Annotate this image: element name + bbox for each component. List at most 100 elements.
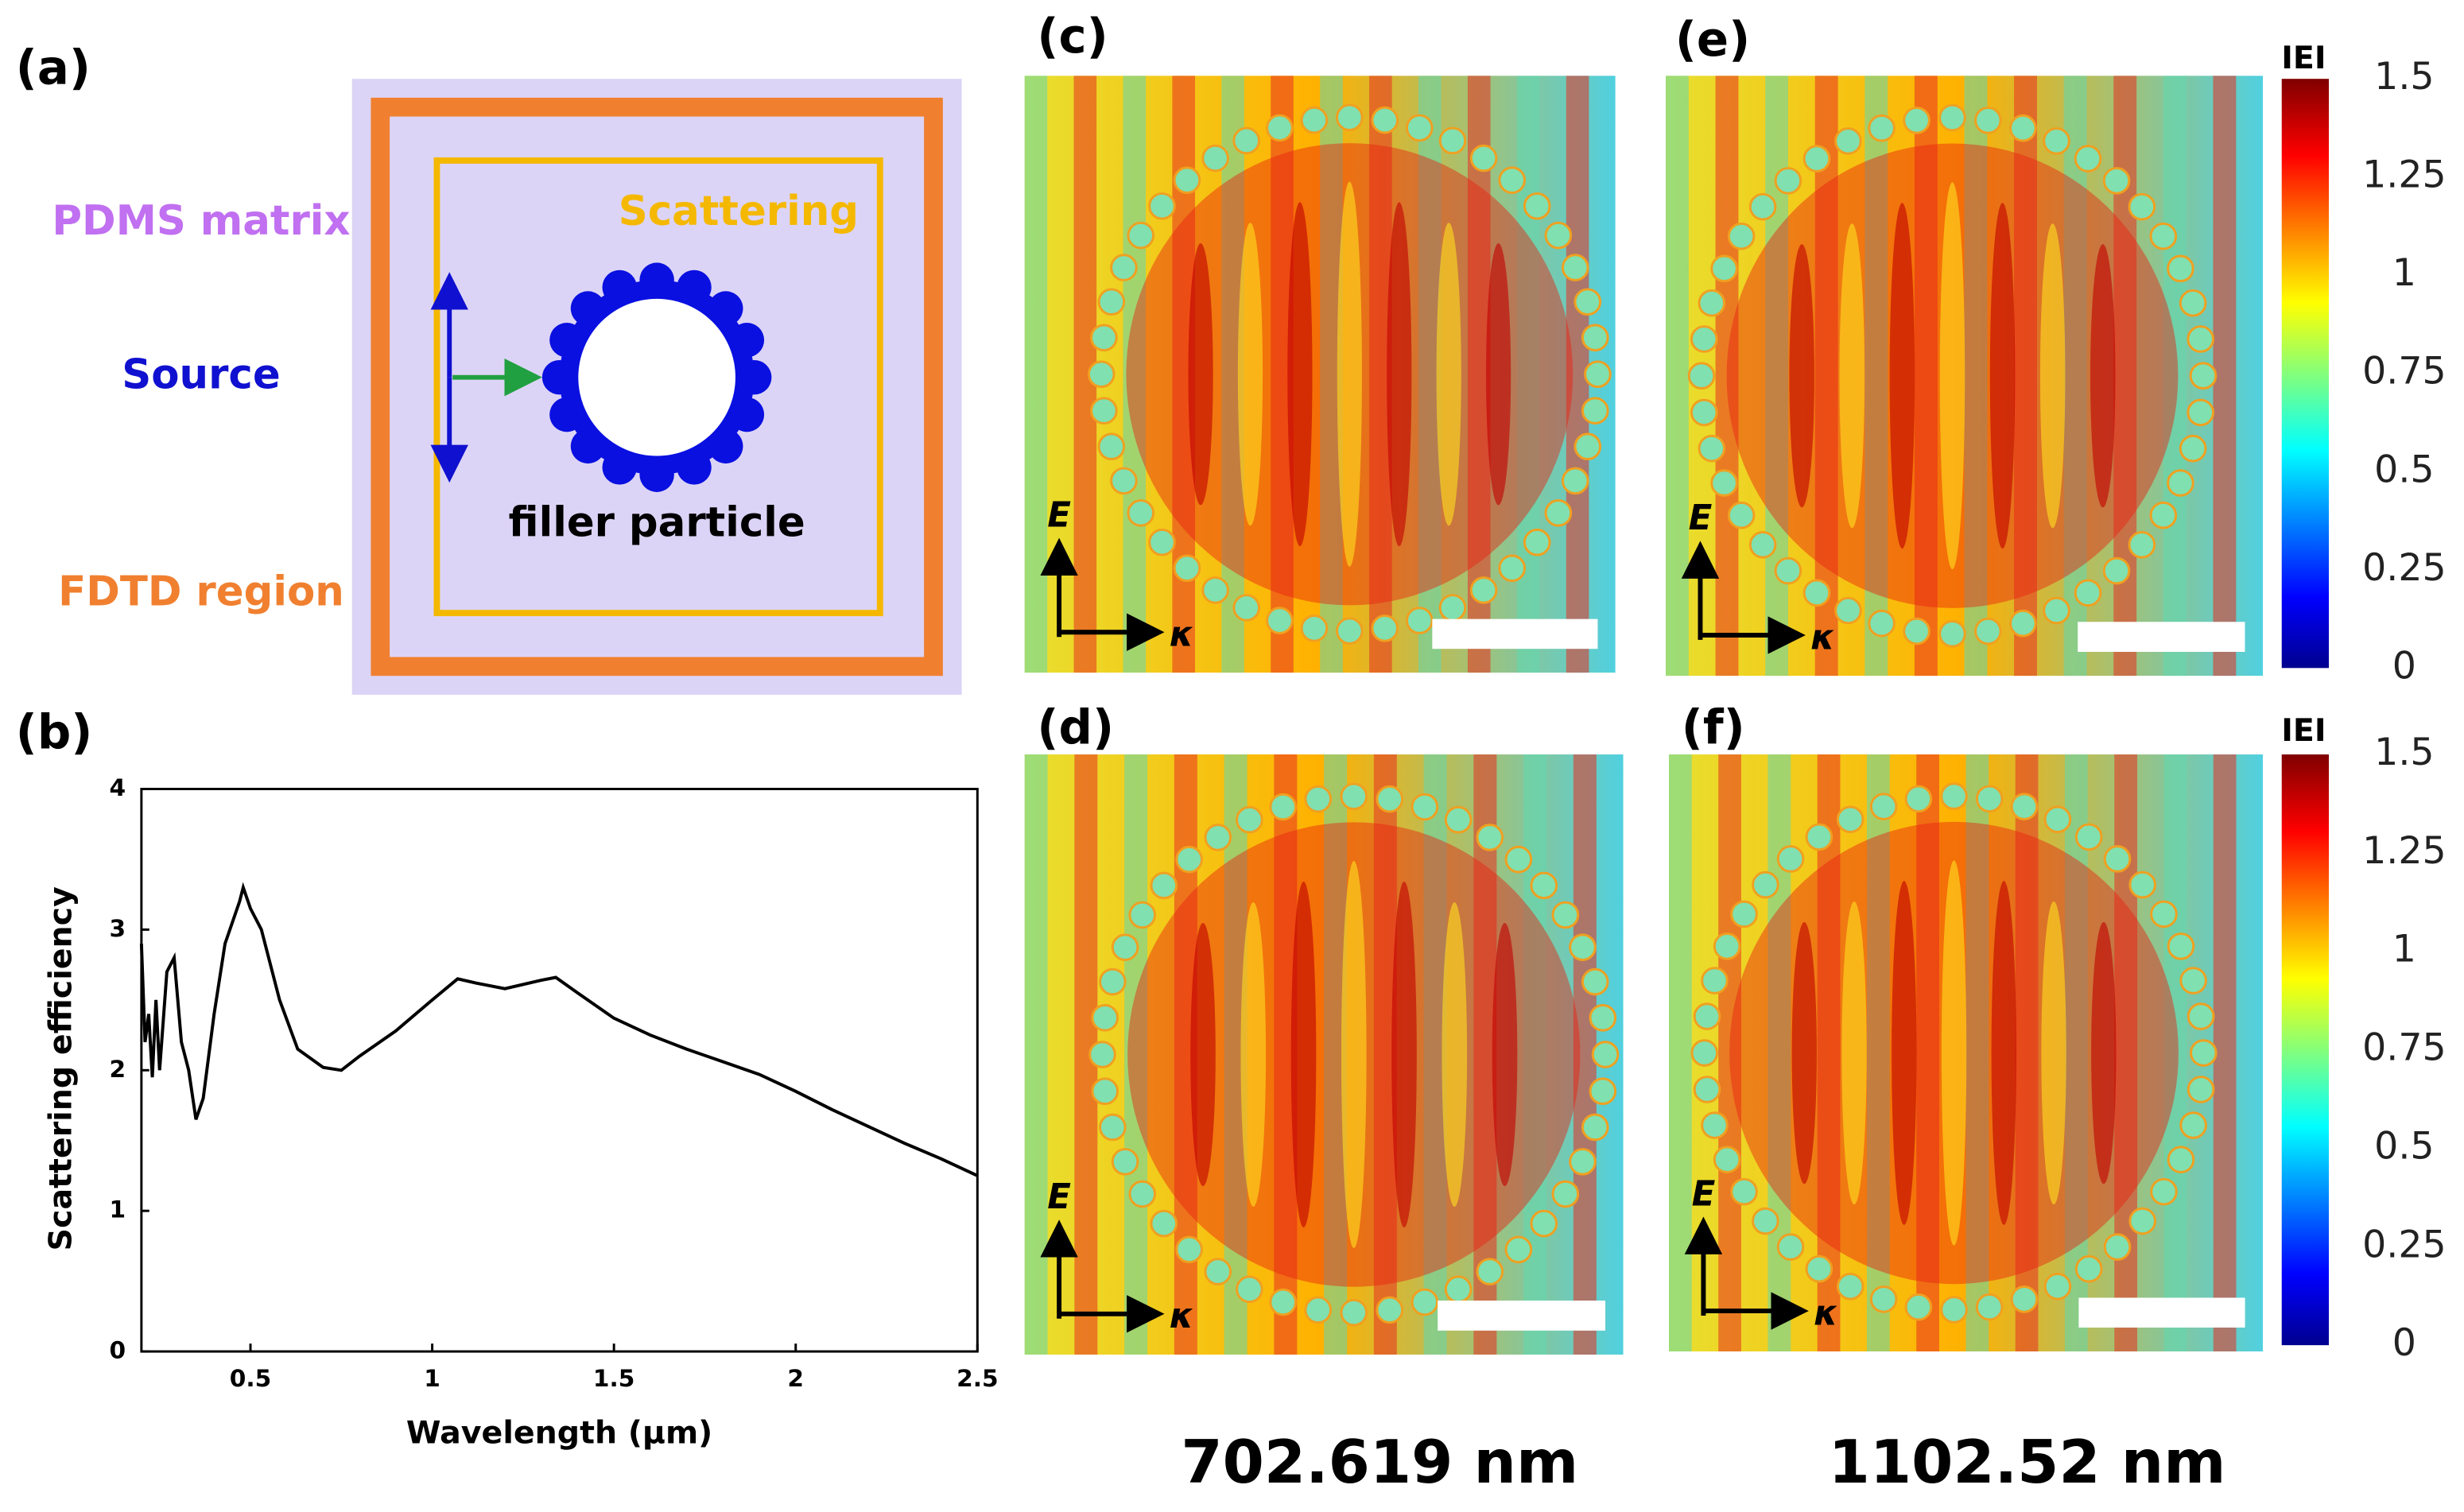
colorbar-tick-label: 0.25 [2362, 546, 2447, 590]
data-line [139, 882, 979, 1177]
colorbar-tick-label: 1.5 [2374, 55, 2434, 99]
field-fringe [1991, 881, 2016, 1225]
ring-dot [1834, 596, 1862, 625]
ring-dot [1371, 106, 1399, 134]
ring-dot [1090, 324, 1118, 352]
ring-dot [1752, 870, 1779, 899]
ring-dot [1371, 614, 1399, 642]
field-stripe [2063, 76, 2087, 677]
x-tick-label: 2 [787, 1364, 804, 1392]
colorbar-tick-label: 0 [2392, 1321, 2416, 1365]
ring-dot [1776, 845, 1805, 873]
ring-dot [1266, 607, 1294, 634]
ring-dot [1569, 1148, 1597, 1176]
filler-label: filler particle [509, 498, 805, 546]
ring-dot [1438, 126, 1467, 155]
e-label: E [1692, 1174, 1716, 1214]
fdtd-boundary [371, 97, 943, 677]
ring-dot [1150, 1209, 1178, 1238]
field-stripe [1615, 76, 1616, 673]
field-fringe [1290, 882, 1317, 1228]
ring-dot [1551, 901, 1580, 929]
ring-dot [1573, 288, 1602, 316]
y-axis-label: Scattering efficiency [43, 886, 80, 1251]
ring-dot [1940, 1296, 1968, 1324]
ring-dot [1523, 528, 1551, 556]
ring-dot [1904, 785, 1933, 813]
ring-dot [2009, 114, 2037, 142]
ring-dot [1869, 1285, 1898, 1313]
colorbar-tick-label: 0.5 [2374, 448, 2434, 491]
field-stripe [1914, 76, 1938, 677]
x-tick-label: 0.5 [230, 1364, 271, 1392]
ring-dot [1090, 397, 1118, 425]
scattering-label: Scattering [619, 188, 859, 235]
ring-dot [1573, 432, 1602, 461]
ring-dot [1802, 579, 1831, 607]
field-fringe [2039, 223, 2066, 529]
field-fringe [1436, 223, 1461, 526]
panel-label: (c) [1037, 9, 1108, 64]
ring-dot [2074, 1254, 2103, 1283]
field-fringe [1341, 861, 1367, 1248]
field-fringe [1237, 223, 1263, 526]
field-fringe [1841, 901, 1867, 1205]
field-map [1665, 76, 2264, 677]
particle-core [578, 298, 735, 456]
ring-dot [1836, 1273, 1864, 1301]
ring-dot [2150, 1177, 2178, 1206]
ring-dot [2102, 167, 2131, 195]
x-axis-label: Wavelength (μm) [406, 1414, 712, 1451]
ring-dot [1903, 617, 1930, 646]
ring-dot [1204, 1258, 1232, 1285]
y-tick-label: 4 [109, 773, 126, 801]
ring-dot [1232, 594, 1260, 622]
ring-dot [1581, 397, 1609, 425]
field-stripe [1024, 754, 1048, 1355]
field-fringe [1391, 882, 1417, 1228]
ring-dot [1561, 467, 1589, 495]
ring-dot [1304, 1296, 1333, 1324]
ring-dot [2043, 1273, 2072, 1301]
ring-dot [1111, 933, 1139, 961]
field-stripe [2064, 754, 2088, 1352]
ring-dot [1469, 144, 1498, 173]
colorbar-tick-label: 1.5 [2374, 731, 2434, 774]
ring-dot [2179, 967, 2207, 994]
field-stripe [1124, 754, 1148, 1355]
field-map [1024, 754, 1624, 1355]
field-fringe [1337, 181, 1362, 567]
colorbar [2281, 754, 2330, 1346]
ring-dot [1128, 901, 1157, 929]
ring-dot [1752, 1207, 1779, 1235]
ring-dot [1975, 785, 2004, 813]
colorbar-tick-label: 0.75 [2362, 1026, 2447, 1070]
ring-dot [1405, 607, 1434, 634]
ring-dot [1232, 126, 1260, 155]
colorbar-tick-label: 0.75 [2362, 350, 2447, 394]
ring-dot [1544, 221, 1573, 250]
k-label: κ [1814, 1293, 1838, 1333]
ring-dot [1236, 1275, 1263, 1304]
plot-frame [140, 788, 979, 1353]
ring-dot [1727, 222, 1756, 250]
colorbar-tick-label: 0.25 [2362, 1223, 2447, 1266]
colorbar-tick-label: 1 [2392, 251, 2416, 295]
ring-dot [2010, 793, 2039, 820]
ring-dot [1097, 288, 1126, 316]
ring-dot [1589, 1077, 1617, 1106]
ring-dot [1569, 933, 1597, 961]
field-fringe [1188, 243, 1213, 506]
ring-dot [1099, 967, 1127, 996]
ring-dot [2187, 325, 2214, 353]
ring-dot [1099, 1113, 1127, 1142]
ring-dot [2187, 398, 2214, 427]
ring-dot [1111, 1148, 1139, 1176]
ring-dot [2074, 823, 2103, 851]
field-stripe [1964, 76, 1988, 677]
ring-dot [1175, 845, 1203, 874]
ring-dot [2179, 1111, 2207, 1139]
fdtd-label: FDTD region [58, 568, 344, 615]
ring-dot [1110, 254, 1138, 281]
ring-dot [1868, 609, 1896, 638]
